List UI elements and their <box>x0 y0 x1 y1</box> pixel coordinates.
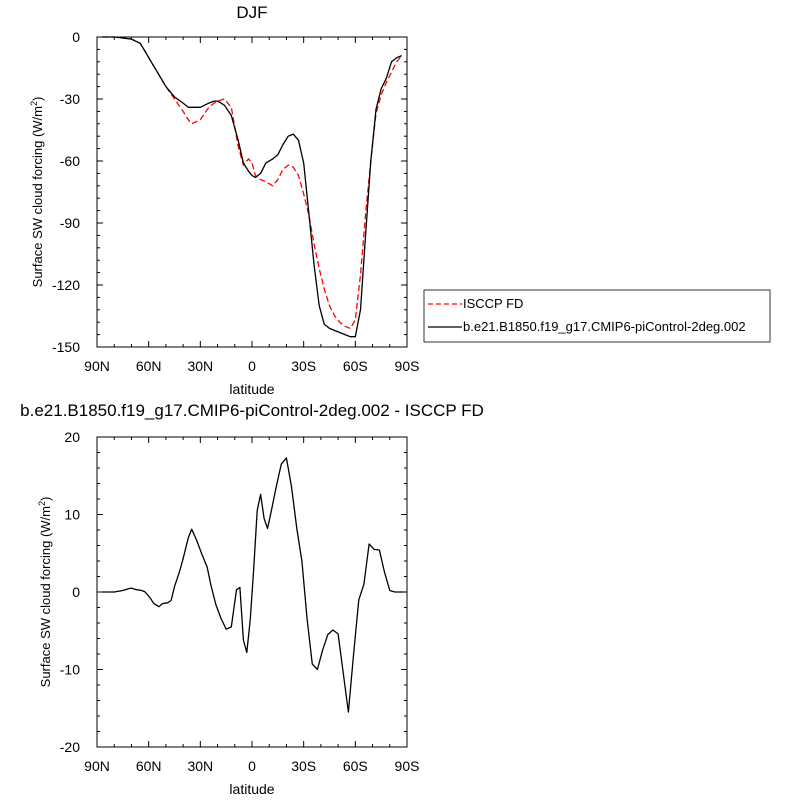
bottom-y-axis-label: Surface SW cloud forcing (W/m2) <box>37 497 53 688</box>
bottom-y-axis-label-sup: 2 <box>37 501 47 506</box>
top-y-axis-label: Surface SW cloud forcing (W/m2) <box>29 97 45 288</box>
bottom-x-tick-label: 60S <box>343 758 368 774</box>
top-series-lines <box>102 36 403 338</box>
bottom-y-axis-label-close: ) <box>38 497 53 501</box>
bottom-series-line-0 <box>102 457 404 713</box>
top-y-tick-label: -60 <box>60 153 80 169</box>
bottom-panel: b.e21.B1850.f19_g17.CMIP6-piControl-2deg… <box>20 401 484 797</box>
top-x-tick-labels: 90N 60N 30N 0 30S 60S 90S <box>84 358 419 374</box>
top-y-tick-label: 0 <box>72 29 80 45</box>
bottom-axis-ticks <box>96 436 408 748</box>
bottom-x-axis-label: latitude <box>229 781 274 797</box>
bottom-y-tick-labels: 20 10 0 -10 -20 <box>60 429 80 755</box>
bottom-series-lines <box>102 457 404 713</box>
top-y-axis-label-sup: 2 <box>29 101 39 106</box>
top-series-line-1 <box>102 36 403 338</box>
top-y-axis-label-main: Surface SW cloud forcing (W/m <box>30 106 45 287</box>
legend-label-model: b.e21.B1850.f19_g17.CMIP6-piControl-2deg… <box>463 319 746 334</box>
top-x-tick-label: 60N <box>136 358 162 374</box>
bottom-x-tick-labels: 90N 60N 30N 0 30S 60S 90S <box>84 758 419 774</box>
bottom-y-tick-label: -20 <box>60 739 80 755</box>
top-y-tick-label: -120 <box>52 277 80 293</box>
top-x-tick-label: 0 <box>248 358 256 374</box>
legend-label-isccp: ISCCP FD <box>463 296 523 311</box>
legend-box <box>423 289 771 343</box>
legend: ISCCP FD b.e21.B1850.f19_g17.CMIP6-piCon… <box>423 289 771 343</box>
top-x-axis-label: latitude <box>229 381 274 397</box>
top-x-tick-label: 60S <box>343 358 368 374</box>
top-y-tick-label: -30 <box>60 91 80 107</box>
bottom-y-axis-label-main: Surface SW cloud forcing (W/m <box>38 506 53 687</box>
top-chart-title: DJF <box>236 3 267 22</box>
bottom-y-tick-label: 0 <box>72 584 80 600</box>
bottom-y-tick-label: 20 <box>64 429 80 445</box>
top-x-tick-label: 30S <box>291 358 316 374</box>
bottom-x-tick-label: 90N <box>84 758 110 774</box>
bottom-y-tick-label: -10 <box>60 662 80 678</box>
top-y-tick-label: -90 <box>60 215 80 231</box>
bottom-y-tick-label: 10 <box>64 507 80 523</box>
top-series-line-0 <box>102 36 403 330</box>
bottom-x-tick-label: 60N <box>136 758 162 774</box>
bottom-chart-title: b.e21.B1850.f19_g17.CMIP6-piControl-2deg… <box>20 401 484 420</box>
bottom-x-tick-label: 30S <box>291 758 316 774</box>
bottom-x-tick-label: 0 <box>248 758 256 774</box>
top-x-tick-label: 90N <box>84 358 110 374</box>
bottom-x-tick-label: 90S <box>395 758 420 774</box>
top-axis-ticks <box>96 36 408 348</box>
top-x-tick-label: 30N <box>187 358 213 374</box>
top-panel: DJF 90N 60N 30N 0 30S 60S 90S 0 -30 -60 -90 -120 -1… <box>29 3 771 397</box>
top-x-tick-label: 90S <box>395 358 420 374</box>
top-y-axis-label-close: ) <box>30 97 45 101</box>
bottom-x-tick-label: 30N <box>187 758 213 774</box>
top-y-tick-label: -150 <box>52 339 80 355</box>
top-y-tick-labels: 0 -30 -60 -90 -120 -150 <box>52 29 80 355</box>
